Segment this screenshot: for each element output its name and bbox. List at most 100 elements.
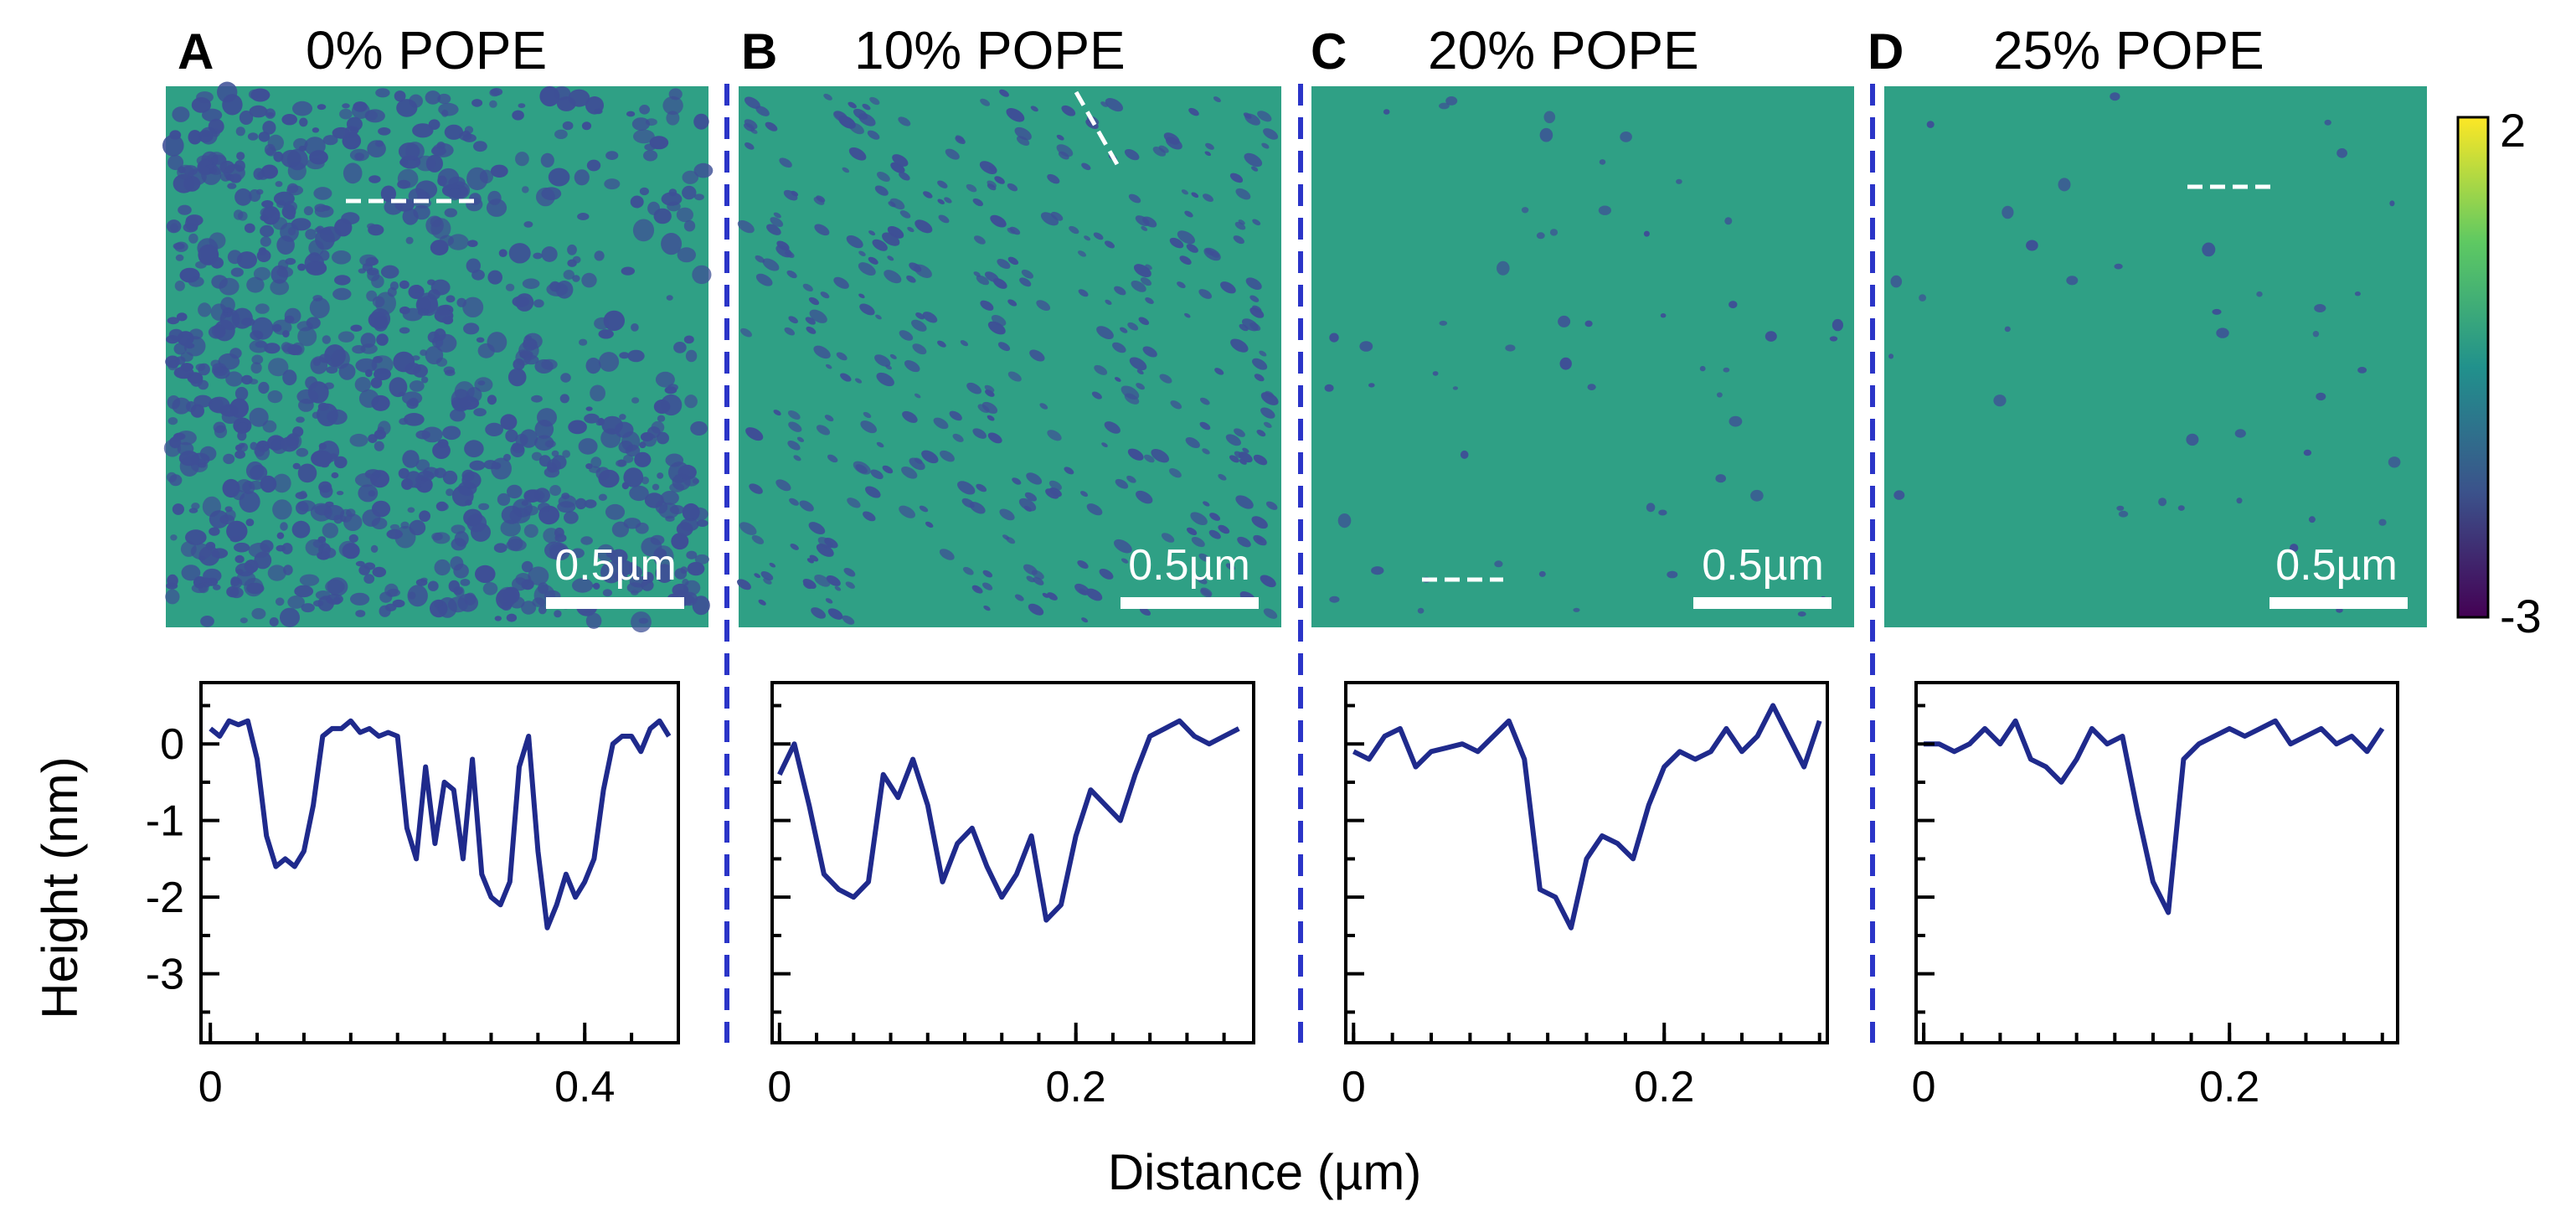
domain-spot bbox=[284, 201, 297, 213]
domain-spot bbox=[417, 308, 430, 317]
afm-domains-a bbox=[162, 81, 714, 633]
domain-spot bbox=[409, 380, 425, 392]
domain-spot bbox=[1084, 235, 1091, 241]
domain-spot bbox=[2336, 607, 2343, 613]
domain-spot bbox=[644, 492, 664, 508]
domain-spot bbox=[912, 343, 927, 355]
domain-spot bbox=[173, 242, 185, 250]
domain-spot bbox=[984, 384, 995, 393]
domain-spot bbox=[1197, 576, 1208, 585]
domain-spot bbox=[399, 158, 409, 167]
domain-spot bbox=[378, 127, 391, 136]
domain-spot bbox=[406, 399, 419, 410]
x-tick-label: 0.2 bbox=[1046, 1063, 1106, 1111]
domain-spot bbox=[435, 501, 448, 512]
domain-spot bbox=[584, 413, 600, 424]
domain-spot bbox=[1024, 492, 1037, 502]
domain-spot bbox=[773, 410, 781, 416]
domain-spot bbox=[1536, 232, 1545, 240]
domain-spot bbox=[1225, 434, 1241, 446]
domain-spot bbox=[840, 373, 852, 382]
domain-spot bbox=[176, 312, 188, 322]
domain-spot bbox=[1100, 101, 1109, 107]
domain-spot bbox=[196, 91, 214, 104]
domain-spot bbox=[744, 123, 755, 131]
domain-spot bbox=[855, 464, 868, 474]
domain-spot bbox=[400, 521, 410, 529]
domain-spot bbox=[769, 562, 776, 568]
domain-spot bbox=[1199, 397, 1210, 405]
x-tick-label: 0 bbox=[1342, 1063, 1366, 1111]
domain-spot bbox=[235, 569, 244, 575]
domain-spot bbox=[692, 265, 712, 285]
domain-spot bbox=[420, 577, 428, 582]
height-profile-line-a bbox=[209, 718, 672, 931]
domain-spot bbox=[788, 421, 802, 432]
domain-spot bbox=[1218, 524, 1230, 534]
domain-spot bbox=[544, 440, 556, 448]
domain-spot bbox=[175, 356, 186, 365]
domain-spot bbox=[313, 600, 324, 607]
domain-spot bbox=[563, 270, 574, 280]
domain-spot bbox=[1031, 570, 1044, 580]
domain-spot bbox=[585, 607, 591, 613]
domain-spot bbox=[373, 316, 389, 332]
domain-spot bbox=[596, 544, 615, 562]
domain-spot bbox=[1086, 503, 1103, 516]
domain-spot bbox=[661, 192, 683, 206]
domain-spot bbox=[317, 104, 327, 111]
domain-spot bbox=[498, 249, 507, 258]
domain-spot bbox=[1096, 326, 1114, 339]
domain-spot bbox=[1136, 490, 1153, 504]
domain-spot bbox=[1599, 159, 1606, 165]
domain-spot bbox=[219, 514, 234, 524]
domain-spot bbox=[355, 610, 366, 617]
domain-spot bbox=[562, 450, 570, 458]
domain-spot bbox=[509, 508, 531, 523]
scale-bar-label-c: 0.5µm bbox=[1702, 541, 1824, 590]
domain-spot bbox=[198, 582, 209, 594]
domain-spot bbox=[430, 279, 451, 296]
domain-spot bbox=[486, 199, 507, 217]
domain-spot bbox=[972, 585, 980, 590]
domain-spot bbox=[825, 598, 833, 604]
domain-spot bbox=[296, 447, 309, 457]
domain-spot bbox=[1114, 377, 1121, 382]
domain-spot bbox=[1014, 594, 1024, 601]
domain-spot bbox=[1033, 576, 1044, 585]
domain-spot bbox=[367, 270, 380, 281]
domain-spot bbox=[590, 456, 602, 468]
domain-spot bbox=[505, 283, 515, 291]
domain-spot bbox=[1198, 553, 1210, 562]
domain-spot bbox=[1717, 392, 1723, 398]
domain-spot bbox=[1144, 454, 1155, 463]
domain-spot bbox=[178, 451, 199, 467]
domain-spot bbox=[1259, 350, 1267, 357]
domain-spot bbox=[598, 329, 614, 339]
domain-spot bbox=[267, 390, 283, 404]
domain-spot bbox=[420, 376, 429, 384]
domain-spot bbox=[602, 589, 613, 597]
domain-spot bbox=[209, 527, 220, 536]
domain-spot bbox=[1203, 501, 1210, 507]
domain-spot bbox=[512, 444, 524, 454]
domain-spot bbox=[999, 89, 1009, 97]
domain-spot bbox=[368, 175, 381, 183]
domain-spot bbox=[848, 101, 857, 109]
domain-spot bbox=[313, 187, 332, 200]
domain-spot bbox=[371, 518, 388, 529]
domain-spot bbox=[285, 258, 296, 266]
domain-spot bbox=[1204, 151, 1212, 157]
domain-spot bbox=[1245, 277, 1262, 290]
domain-spot bbox=[824, 538, 838, 549]
domain-spot bbox=[653, 400, 671, 414]
domain-spot bbox=[867, 130, 880, 140]
domain-spot bbox=[632, 219, 655, 242]
domain-spot bbox=[1750, 489, 1764, 502]
domain-spot bbox=[585, 463, 593, 470]
scale-bar-label-b: 0.5µm bbox=[1128, 541, 1250, 590]
domain-spot bbox=[465, 499, 472, 506]
domain-spot bbox=[399, 280, 410, 289]
domain-spot bbox=[1452, 386, 1458, 390]
domain-spot bbox=[666, 295, 673, 301]
